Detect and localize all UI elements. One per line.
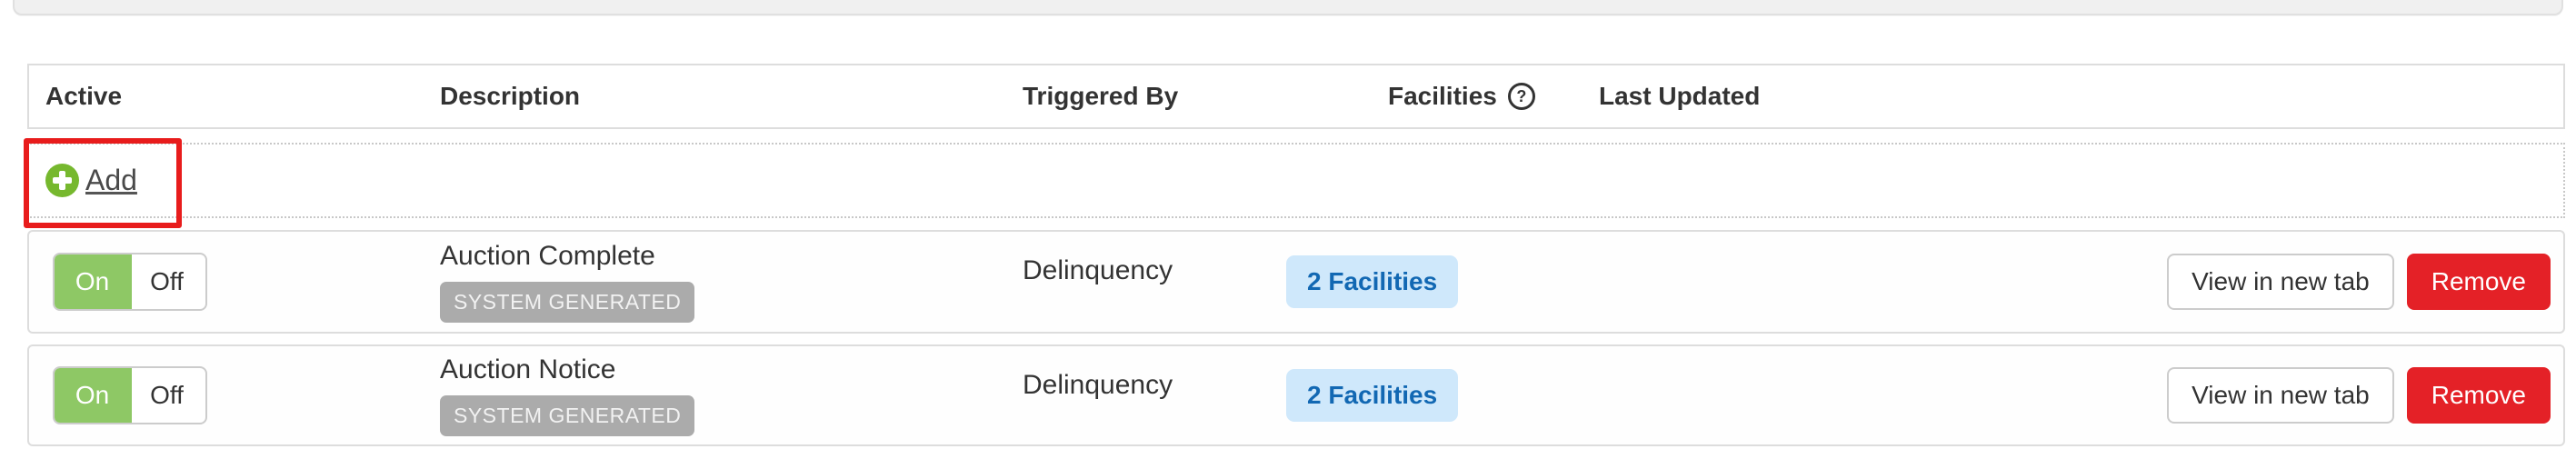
description-text: Auction Notice <box>440 354 616 384</box>
table-row: On Off Auction Complete SYSTEM GENERATED… <box>27 230 2565 334</box>
column-header-active: Active <box>45 82 123 110</box>
toggle-on-segment[interactable]: On <box>55 368 132 423</box>
column-header-description: Description <box>440 82 581 110</box>
description-text: Auction Complete <box>440 241 655 271</box>
system-generated-badge: SYSTEM GENERATED <box>440 282 695 323</box>
table-header-row: Active Description Triggered By Faciliti… <box>27 64 2565 129</box>
remove-button[interactable]: Remove <box>2406 254 2551 310</box>
previous-panel-bottom-edge <box>13 0 2563 15</box>
column-header-facilities: Facilities <box>1388 82 1497 110</box>
view-in-new-tab-button[interactable]: View in new tab <box>2167 254 2394 310</box>
column-header-last-updated: Last Updated <box>1599 82 1761 110</box>
triggered-by-text: Delinquency <box>1023 255 1173 285</box>
column-header-triggered-by: Triggered By <box>1023 82 1179 110</box>
toggle-off-segment[interactable]: Off <box>150 381 184 409</box>
active-toggle[interactable]: On Off <box>53 366 207 424</box>
triggered-by-text: Delinquency <box>1023 370 1173 400</box>
add-button[interactable]: Add <box>45 164 137 197</box>
active-toggle[interactable]: On Off <box>53 253 207 311</box>
system-generated-badge: SYSTEM GENERATED <box>440 395 695 436</box>
toggle-on-segment[interactable]: On <box>55 254 132 309</box>
view-in-new-tab-button[interactable]: View in new tab <box>2167 367 2394 424</box>
plus-circle-icon <box>45 164 79 197</box>
help-icon[interactable]: ? <box>1507 83 1535 110</box>
add-row: Add <box>27 143 2565 218</box>
facilities-count-badge[interactable]: 2 Facilities <box>1286 369 1459 422</box>
remove-button[interactable]: Remove <box>2406 367 2551 424</box>
facilities-count-badge[interactable]: 2 Facilities <box>1286 255 1459 308</box>
toggle-off-segment[interactable]: Off <box>150 267 184 295</box>
table-row: On Off Auction Notice SYSTEM GENERATED D… <box>27 344 2565 446</box>
add-button-label: Add <box>85 164 137 196</box>
